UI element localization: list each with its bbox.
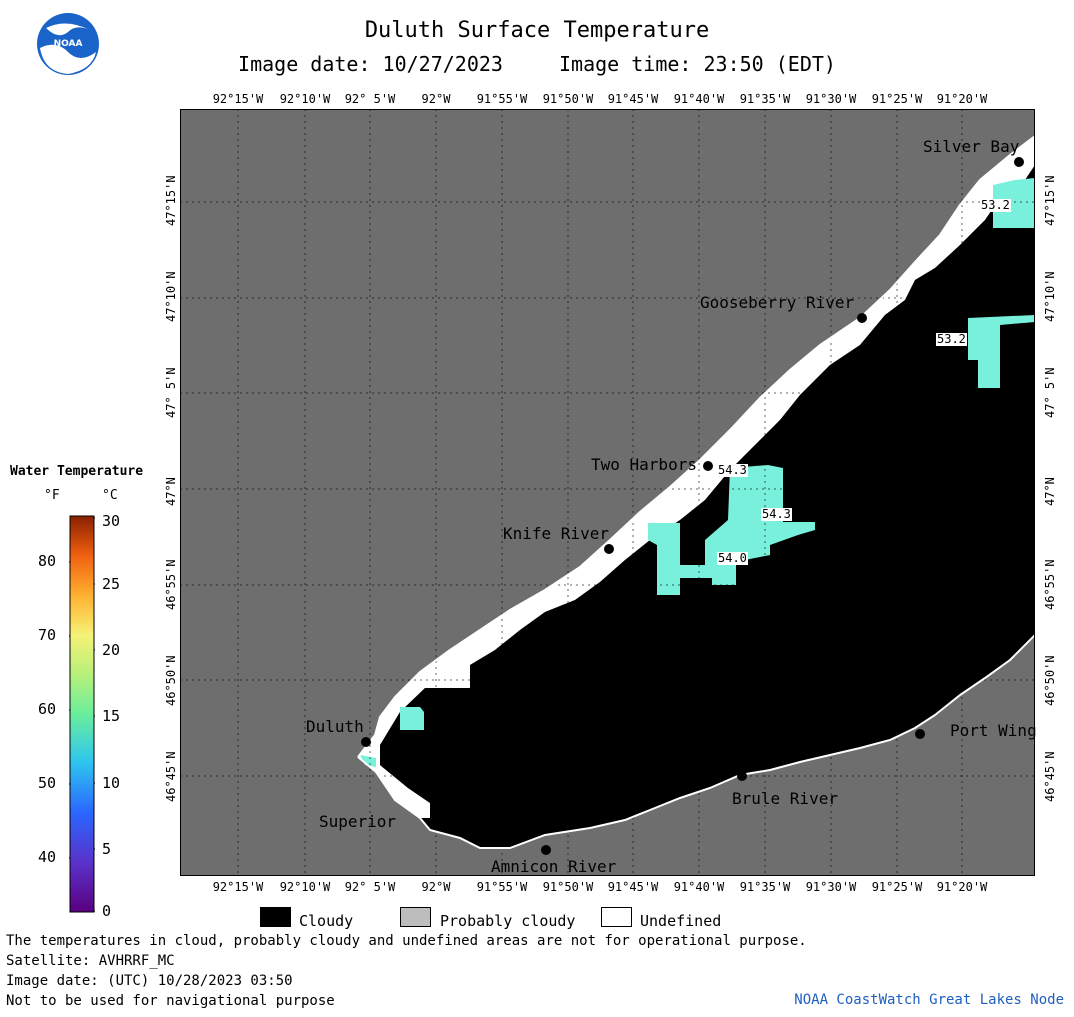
temperature-map [180,109,1035,876]
lat-label: 46°50'N [164,655,178,706]
lat-label: 46°55'N [1043,559,1057,610]
lat-label: 46°45'N [164,751,178,802]
legend-tick-c: 20 [102,641,121,659]
legend-tick-c: 10 [102,774,121,792]
graticule [180,109,1035,876]
lat-label: 47°15'N [164,175,178,226]
lon-label: 91°30'W [805,92,857,106]
lat-label: 46°50'N [1043,655,1057,706]
legend-tick-f: 70 [38,626,57,644]
lon-label: 91°50'W [542,880,594,894]
lon-label: 91°35'W [739,880,791,894]
lon-label: 91°30'W [805,880,857,894]
undefined-swatch [601,907,632,927]
legend-tick-c: 15 [102,707,121,725]
lat-label: 47° 5'N [1043,367,1057,418]
place-markers [361,157,1024,855]
place-port-wing: Port Wing [950,721,1037,740]
legend-tick-f: 60 [38,700,57,718]
temperature-label: 54.3 [761,507,792,521]
cloud-area [380,165,1035,848]
temperature-label: 54.3 [717,463,748,477]
svg-text:NOAA: NOAA [54,39,83,49]
legend-unit-f: °F [44,488,60,503]
lon-label: 91°35'W [739,92,791,106]
lon-label: 92°W [421,92,451,106]
image-date: Image date: 10/27/2023 [238,52,503,76]
lon-label: 92°10'W [279,92,331,106]
lon-label: 91°50'W [542,92,594,106]
cloudy-label: Cloudy [299,912,354,930]
lon-label: 92°15'W [212,880,264,894]
lat-label: 47° 5'N [164,367,178,418]
legend-tick-f: 80 [38,552,57,570]
lat-label: 47°N [164,477,178,506]
water-temperature-patches [360,178,1035,767]
lat-label: 46°55'N [164,559,178,610]
lon-label: 92°10'W [279,880,331,894]
lon-label: 91°40'W [673,880,725,894]
disclaimer-text: The temperatures in cloud, probably clou… [6,933,807,949]
utc-date-text: Image date: (UTC) 10/28/2023 03:50 [6,973,293,989]
place-gooseberry-river: Gooseberry River [700,293,855,312]
temperature-label: 54.0 [717,551,748,565]
lon-label: 92° 5'W [344,92,396,106]
color-scale-bar [69,515,95,913]
page-title: Duluth Surface Temperature [364,18,710,43]
probably-cloudy-label: Probably cloudy [440,912,576,930]
place-duluth: Duluth [306,717,364,736]
lon-label: 91°55'W [476,92,528,106]
legend-tick-f: 40 [38,848,57,866]
lon-label: 91°40'W [673,92,725,106]
legend-unit-c: °C [102,488,118,503]
lon-label: 92°W [421,880,451,894]
legend-tick-c: 30 [102,512,121,530]
temperature-label: 53.2 [980,198,1011,212]
lat-label: 47°10'N [1043,271,1057,322]
credit-text: NOAA CoastWatch Great Lakes Node [794,992,1064,1008]
lat-label: 47°15'N [1043,175,1057,226]
lon-label: 91°45'W [607,880,659,894]
temperature-label: 53.2 [936,332,967,346]
undefined-label: Undefined [640,912,722,930]
legend-tick-f: 50 [38,774,57,792]
lon-label: 91°45'W [607,92,659,106]
legend-tick-c: 25 [102,575,121,593]
place-two-harbors: Two Harbors [591,455,697,474]
image-timestamp: Image date: 10/27/2023 Image time: 23:50… [0,52,1074,76]
probably-cloudy-swatch [400,907,431,927]
place-knife-river: Knife River [503,524,609,543]
image-time: Image time: 23:50 (EDT) [559,52,836,76]
lon-label: 92° 5'W [344,880,396,894]
coastline-south [357,634,1035,849]
undefined-area [358,136,1035,818]
legend-tick-c: 5 [102,840,112,858]
lon-label: 91°25'W [871,880,923,894]
lat-label: 47°N [1043,477,1057,506]
cloudy-swatch [260,907,291,927]
lat-label: 46°45'N [1043,751,1057,802]
place-superior: Superior [319,812,397,831]
coastline-north [357,135,1035,758]
legend-title: Water Temperature [10,464,144,479]
navigation-warning: Not to be used for navigational purpose [6,993,335,1009]
place-silver-bay: Silver Bay [923,137,1020,156]
noaa-logo: NOAA [37,13,99,75]
lat-label: 47°10'N [164,271,178,322]
legend-tick-c: 0 [102,902,112,920]
place-amnicon-river: Amnicon River [491,857,617,876]
lon-label: 91°20'W [936,880,988,894]
lon-label: 91°55'W [476,880,528,894]
lon-label: 91°25'W [871,92,923,106]
lon-label: 91°20'W [936,92,988,106]
lon-label: 92°15'W [212,92,264,106]
satellite-text: Satellite: AVHRRF_MC [6,953,175,969]
place-brule-river: Brule River [732,789,838,808]
